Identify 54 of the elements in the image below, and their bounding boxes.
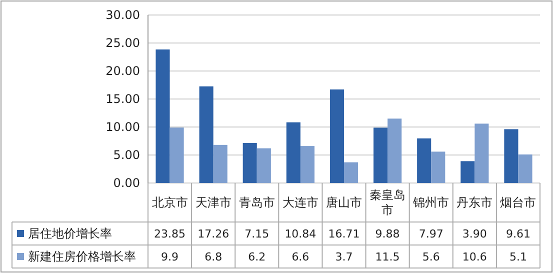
bar xyxy=(417,138,432,183)
bar xyxy=(344,162,358,183)
bar xyxy=(474,124,489,183)
data-label: 11.5 xyxy=(375,250,400,264)
data-label: 9.88 xyxy=(375,227,400,240)
data-label: 7.97 xyxy=(418,227,444,240)
data-label: 7.15 xyxy=(244,227,270,240)
bar xyxy=(388,118,402,183)
data-label: 5.6 xyxy=(422,250,440,264)
data-label: 17.26 xyxy=(198,227,230,240)
y-tick-label: 30.00 xyxy=(106,8,140,22)
bar xyxy=(374,128,388,183)
bar xyxy=(460,161,475,183)
bar xyxy=(330,89,344,183)
x-tick-label: 锦州市 xyxy=(412,196,450,210)
data-label: 3.7 xyxy=(335,250,353,264)
bar xyxy=(199,86,214,183)
x-tick-label: 大连市 xyxy=(282,196,318,210)
bar xyxy=(518,154,532,183)
legend-label: 居住地价增长率 xyxy=(28,226,112,241)
bar xyxy=(256,148,271,183)
data-label: 9.61 xyxy=(506,227,530,240)
data-label: 9.9 xyxy=(161,250,179,264)
legend-label: 新建住房价格增长率 xyxy=(28,250,136,264)
bar xyxy=(242,142,257,183)
bar xyxy=(431,152,446,183)
y-tick-label: 0.00 xyxy=(113,176,140,190)
data-label: 6.2 xyxy=(248,250,266,264)
y-tick-label: 25.00 xyxy=(106,36,140,50)
x-tick-label: 北京市 xyxy=(152,196,188,210)
y-tick-label: 20.00 xyxy=(106,64,140,78)
data-label: 6.8 xyxy=(204,250,222,264)
y-tick-label: 5.00 xyxy=(113,148,140,162)
x-tick-label: 烟台市 xyxy=(500,196,536,210)
x-tick-label: 丹东市 xyxy=(456,196,493,210)
data-label: 16.71 xyxy=(328,227,360,240)
y-tick-label: 10.00 xyxy=(106,120,140,134)
x-tick-label: 唐山市 xyxy=(326,196,362,210)
data-label: 10.84 xyxy=(284,227,316,240)
data-label: 23.85 xyxy=(154,227,186,240)
y-tick-label: 15.00 xyxy=(106,92,140,106)
bar xyxy=(156,49,170,183)
x-tick-label: 青岛市 xyxy=(238,196,275,210)
bar xyxy=(286,122,300,183)
data-label: 3.90 xyxy=(462,227,487,240)
data-label: 5.1 xyxy=(509,250,527,264)
bar xyxy=(213,144,228,183)
x-tick-label: 秦皇岛市 xyxy=(370,188,406,218)
data-label: 10.6 xyxy=(462,250,487,264)
bar xyxy=(504,129,518,183)
data-label: 6.6 xyxy=(292,250,310,264)
x-tick-label: 天津市 xyxy=(195,196,232,210)
bar xyxy=(170,128,184,183)
bar xyxy=(300,146,314,183)
